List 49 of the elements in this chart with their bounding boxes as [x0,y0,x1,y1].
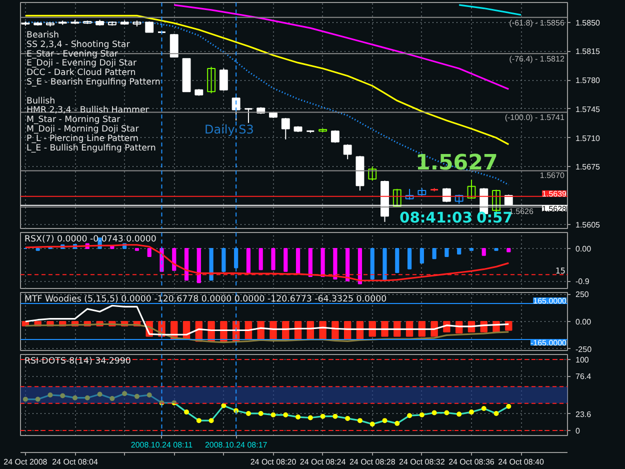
ref-line-label: 165.0000 [533,296,568,306]
annotation: Daily S3 [204,122,254,136]
annotation: P_L - Piercing Line Pattern [26,134,138,144]
annotation: (-76.4) - 1.5812 [509,54,565,64]
chart-title: RSI-DOTS-8(14) 34.2990 [24,356,131,366]
y-tick-label: 100 [576,355,590,364]
x-tick-label: 24 Oct 08:24 [300,458,346,466]
y-tick-label: -250 [576,344,592,354]
ref-line-label: 1.5628 [542,204,568,214]
ref-line-label: -165.0000 [530,338,568,348]
y-tick-label: 1.5780 [576,76,601,86]
y-tick-label: 0 [576,426,580,436]
annotation: (-61.8) - 1.5856 [509,18,565,28]
x-tick-label: 24 Oct 2008 [4,458,48,466]
x-tick-label: 24 Oct 08:32 [399,458,446,466]
annotation: M_Star - Morning Star [26,115,121,126]
ref-line-label: 1.5639 [542,189,568,198]
annotation: Bullish [26,96,56,106]
y-tick-label: 76.4 [576,372,592,382]
x-tick-label: 24 Oct 08:20 [250,458,297,466]
annotation: E_Doji - Evening Doji Star [26,58,137,69]
y-tick-label: 1.5605 [576,220,601,230]
x-tick-label: 24 Oct 08:40 [498,458,544,466]
annotation: 15 [555,266,566,276]
y-tick-label: 1.5675 [576,162,601,172]
y-tick-label: 1.5850 [576,18,601,28]
annotation: 1.5670 [540,170,565,180]
annotation: L_E - Bullish Engulfing Pattern [26,143,156,154]
y-tick-label: 23.6 [576,410,592,419]
y-tick-label: 0.00 [576,244,592,254]
x-tick-label: 24 Oct 08:28 [349,458,396,466]
y-tick-label: -0.9 [576,277,590,286]
y-tick-label: 0.00 [576,318,592,326]
annotation: S_E - Bearish Engulfing Pattern [26,78,160,88]
y-tick-label: 250 [576,290,590,300]
annotation: DCC - Dark Cloud Pattern [26,68,136,78]
x-tick-label: 24 Oct 08:36 [448,458,495,466]
annotation: (-100.0) - 1.5741 [504,113,565,122]
ref-line-label: 2008.10.24 08:17 [204,440,268,450]
y-tick-label: 1.5745 [576,104,601,114]
annotation: 08:41:03 [400,210,472,226]
y-tick-label: 1.5710 [576,134,601,143]
annotation: SS 2,3,4 - Shooting Star [26,40,130,50]
annotation: M_Doji - Morning Doji Star [26,124,140,134]
x-tick-label: 24 Oct 08:04 [52,458,98,466]
y-tick-label: 1.5815 [576,47,601,56]
chart-title: MTF Woodies (5,15,5) 0.0000 -120.6778 0.0000 0.0000 -120.6773 -64.3325 0.0000 [24,294,387,304]
ref-line-label: 2008.10.24 08:11 [130,440,194,450]
annotation: Bearish [26,30,60,40]
